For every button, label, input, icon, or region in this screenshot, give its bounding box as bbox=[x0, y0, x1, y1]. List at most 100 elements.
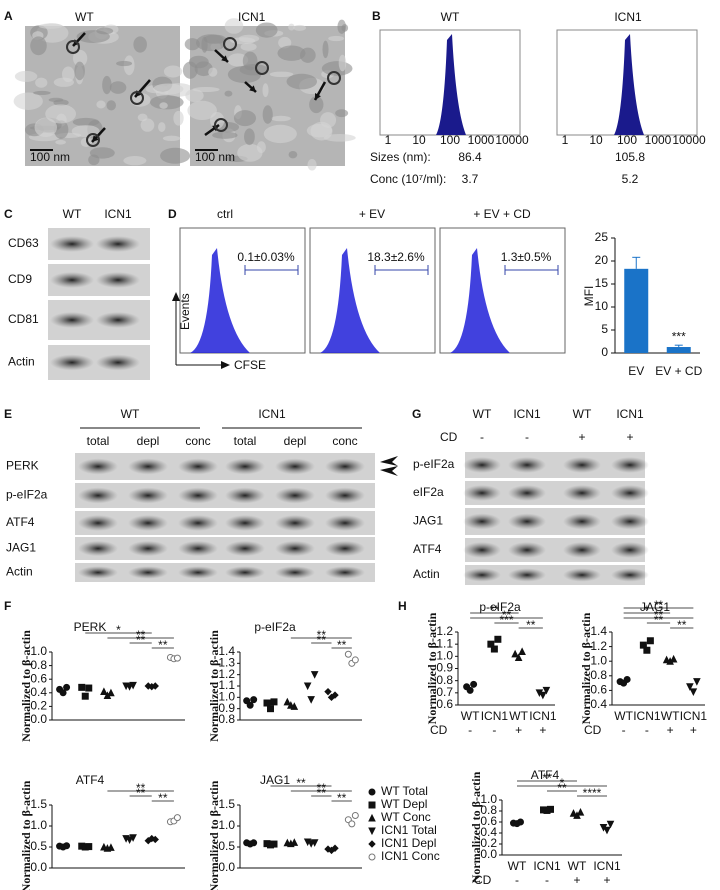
blot-band bbox=[78, 540, 118, 557]
data-point bbox=[243, 697, 251, 705]
data-point bbox=[267, 705, 274, 713]
y-tick-label: 0.0 bbox=[218, 860, 235, 874]
y-tick-label: 0.5 bbox=[30, 839, 47, 853]
micrograph-texture bbox=[123, 155, 147, 166]
blot-band bbox=[325, 515, 365, 531]
y-tick-label: 0.2 bbox=[480, 836, 497, 850]
histogram-x-tick: 10000 bbox=[495, 133, 529, 147]
legend-symbol bbox=[368, 788, 376, 796]
y-tick-label: 0.0 bbox=[30, 712, 47, 726]
scale-bar-label: 100 nm bbox=[195, 150, 235, 164]
flow-frame bbox=[179, 227, 306, 354]
axis-title: CFSE bbox=[234, 358, 266, 372]
scale-bar-label: 100 nm bbox=[30, 150, 70, 164]
blot-band bbox=[225, 487, 265, 504]
blot-band bbox=[563, 457, 601, 473]
conc-value: 3.7 bbox=[462, 172, 479, 186]
y-tick-label: 0.0 bbox=[480, 847, 497, 861]
data-point bbox=[246, 701, 254, 709]
significance: ** bbox=[542, 771, 552, 785]
data-point bbox=[689, 688, 698, 696]
data-point bbox=[351, 812, 359, 819]
blot-band bbox=[611, 457, 649, 473]
y-tick-label: 0.6 bbox=[436, 697, 453, 711]
blot-band bbox=[128, 487, 168, 504]
x-tick-label: ICN1 bbox=[481, 709, 509, 723]
lane-label: WT bbox=[573, 407, 592, 421]
y-tick-label: 0.4 bbox=[480, 825, 497, 839]
data-point bbox=[100, 687, 108, 695]
y-axis-title: Normalized to β-actin bbox=[19, 630, 33, 742]
micrograph-texture bbox=[96, 27, 114, 35]
x-tick-label: EV + CD bbox=[655, 364, 702, 378]
data-point bbox=[307, 696, 315, 704]
x-tick-label: ICN1 bbox=[593, 859, 621, 873]
lane-label: ICN1 bbox=[104, 207, 132, 221]
panel-letter: C bbox=[4, 207, 13, 221]
data-point bbox=[125, 836, 134, 844]
arrow-head bbox=[221, 361, 230, 369]
micrograph-texture bbox=[158, 122, 166, 133]
panel-letter: F bbox=[4, 599, 11, 613]
micrograph-texture bbox=[133, 36, 147, 53]
row-label: p-eIF2a bbox=[413, 457, 455, 471]
micrograph-texture bbox=[240, 42, 257, 51]
arrow-head bbox=[172, 292, 180, 301]
data-point bbox=[511, 649, 519, 658]
y-tick-label: 1.0 bbox=[218, 690, 235, 704]
flow-frame bbox=[439, 227, 566, 354]
cd-sign: + bbox=[667, 723, 674, 737]
blot-band bbox=[50, 312, 94, 328]
panel-letter: G bbox=[412, 407, 421, 421]
cd-sign: + bbox=[626, 430, 633, 444]
row-label: p-eIF2a bbox=[6, 488, 48, 502]
micrograph-texture bbox=[244, 128, 255, 146]
x-tick-label: WT bbox=[508, 859, 527, 873]
legend-symbol bbox=[368, 813, 376, 822]
blot-band bbox=[178, 487, 218, 504]
significance: ** bbox=[677, 618, 687, 632]
blot-band bbox=[50, 272, 94, 288]
y-tick-label: 0.4 bbox=[590, 697, 607, 711]
blot-band bbox=[563, 568, 601, 582]
data-point bbox=[107, 843, 115, 851]
arrowhead-marker bbox=[380, 466, 398, 476]
y-tick-label: 1.2 bbox=[218, 667, 235, 681]
lane-label: conc bbox=[332, 434, 357, 448]
histogram-x-tick: 100 bbox=[440, 133, 460, 147]
data-point bbox=[351, 656, 359, 664]
blot-band bbox=[96, 236, 140, 252]
flow-title: ctrl bbox=[217, 207, 233, 221]
micrograph-texture bbox=[173, 110, 184, 126]
arrow-head bbox=[315, 93, 321, 100]
y-tick-label: 1.0 bbox=[436, 649, 453, 663]
micrograph-texture bbox=[160, 147, 191, 164]
micrograph-texture bbox=[262, 105, 273, 124]
blot-band bbox=[508, 513, 546, 530]
cd-label: CD bbox=[430, 723, 448, 737]
blot-band bbox=[178, 540, 218, 557]
significance: * bbox=[560, 776, 565, 790]
micrograph-texture bbox=[286, 73, 317, 90]
micrograph-texture bbox=[271, 115, 291, 122]
blot-band bbox=[508, 542, 546, 558]
lane-label: ICN1 bbox=[616, 407, 644, 421]
blot-band bbox=[563, 485, 601, 501]
lane-label: WT bbox=[63, 207, 82, 221]
data-point bbox=[85, 843, 93, 851]
cd-sign: - bbox=[525, 430, 529, 444]
micrograph-texture bbox=[277, 45, 306, 61]
blot-band bbox=[463, 457, 501, 473]
blot-band bbox=[50, 354, 94, 371]
panel-letter: D bbox=[168, 207, 177, 221]
legend-label: ICN1 Depl bbox=[381, 836, 436, 850]
significance: ** bbox=[317, 633, 327, 647]
data-point bbox=[539, 691, 547, 700]
blot-band bbox=[611, 485, 649, 501]
data-point bbox=[303, 682, 312, 691]
micrograph-texture bbox=[242, 51, 258, 71]
significance: *** bbox=[672, 329, 686, 343]
blot-band bbox=[78, 566, 118, 579]
y-axis-title: Normalized to β-actin bbox=[425, 612, 439, 724]
y-tick-label: 1.0 bbox=[590, 653, 607, 667]
